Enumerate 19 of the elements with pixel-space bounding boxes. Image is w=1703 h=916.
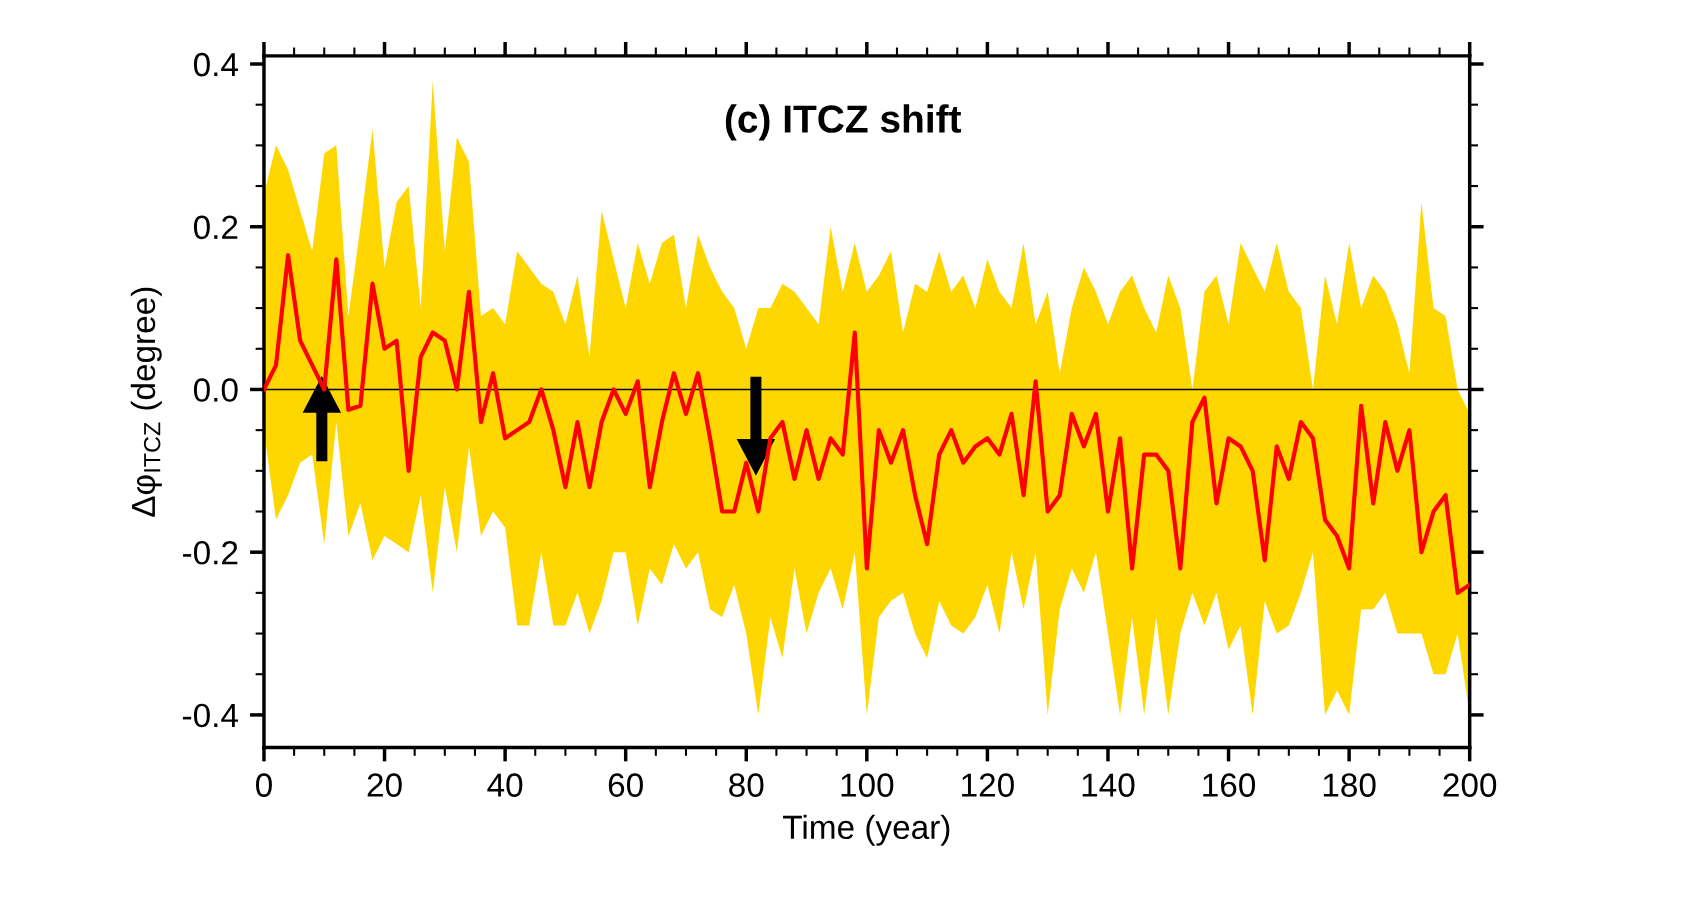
x-tick-label: 180 bbox=[1323, 773, 1376, 797]
y-tick-label: 0.2 bbox=[193, 215, 238, 240]
x-tick-label: 60 bbox=[608, 773, 643, 797]
y-tick-label: -0.4 bbox=[183, 703, 238, 728]
y-axis-title: Δφ$_{ITCZ}$ (degree) bbox=[130, 287, 162, 517]
x-tick-label: 100 bbox=[841, 773, 894, 797]
x-tick-label: 200 bbox=[1443, 773, 1497, 797]
y-tick-label: 0.4 bbox=[193, 52, 238, 77]
text: (c) ITCZ shift bbox=[725, 104, 962, 141]
x-tick-label: 0 bbox=[256, 773, 272, 797]
y-tick-label: -0.2 bbox=[183, 540, 238, 565]
x-tick-label: 160 bbox=[1203, 773, 1256, 797]
x-axis-title: Time (year) bbox=[783, 814, 950, 846]
x-tick-label: 80 bbox=[729, 773, 764, 797]
x-tick-label: 20 bbox=[367, 773, 402, 797]
x-tick-label: 120 bbox=[962, 773, 1014, 797]
x-tick-label: 140 bbox=[1082, 773, 1135, 797]
y-tick-label: 0.0 bbox=[193, 378, 238, 402]
x-tick-label: 40 bbox=[487, 773, 523, 797]
